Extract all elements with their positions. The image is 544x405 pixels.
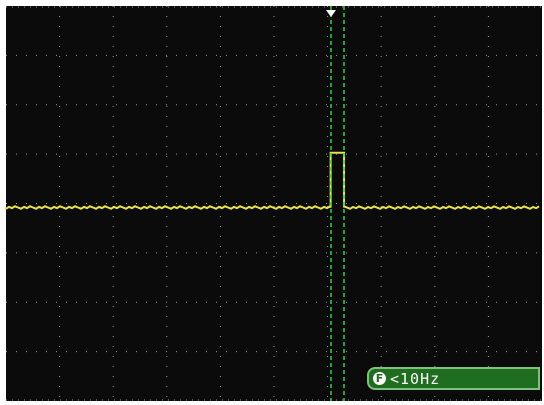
- trigger-marker-icon: [326, 10, 336, 17]
- frequency-value: <10Hz: [390, 369, 441, 388]
- signal-trace: [5, 151, 540, 211]
- frequency-readout: F <10Hz: [367, 367, 540, 390]
- screen-background: [6, 6, 542, 401]
- f-icon: F: [373, 372, 386, 385]
